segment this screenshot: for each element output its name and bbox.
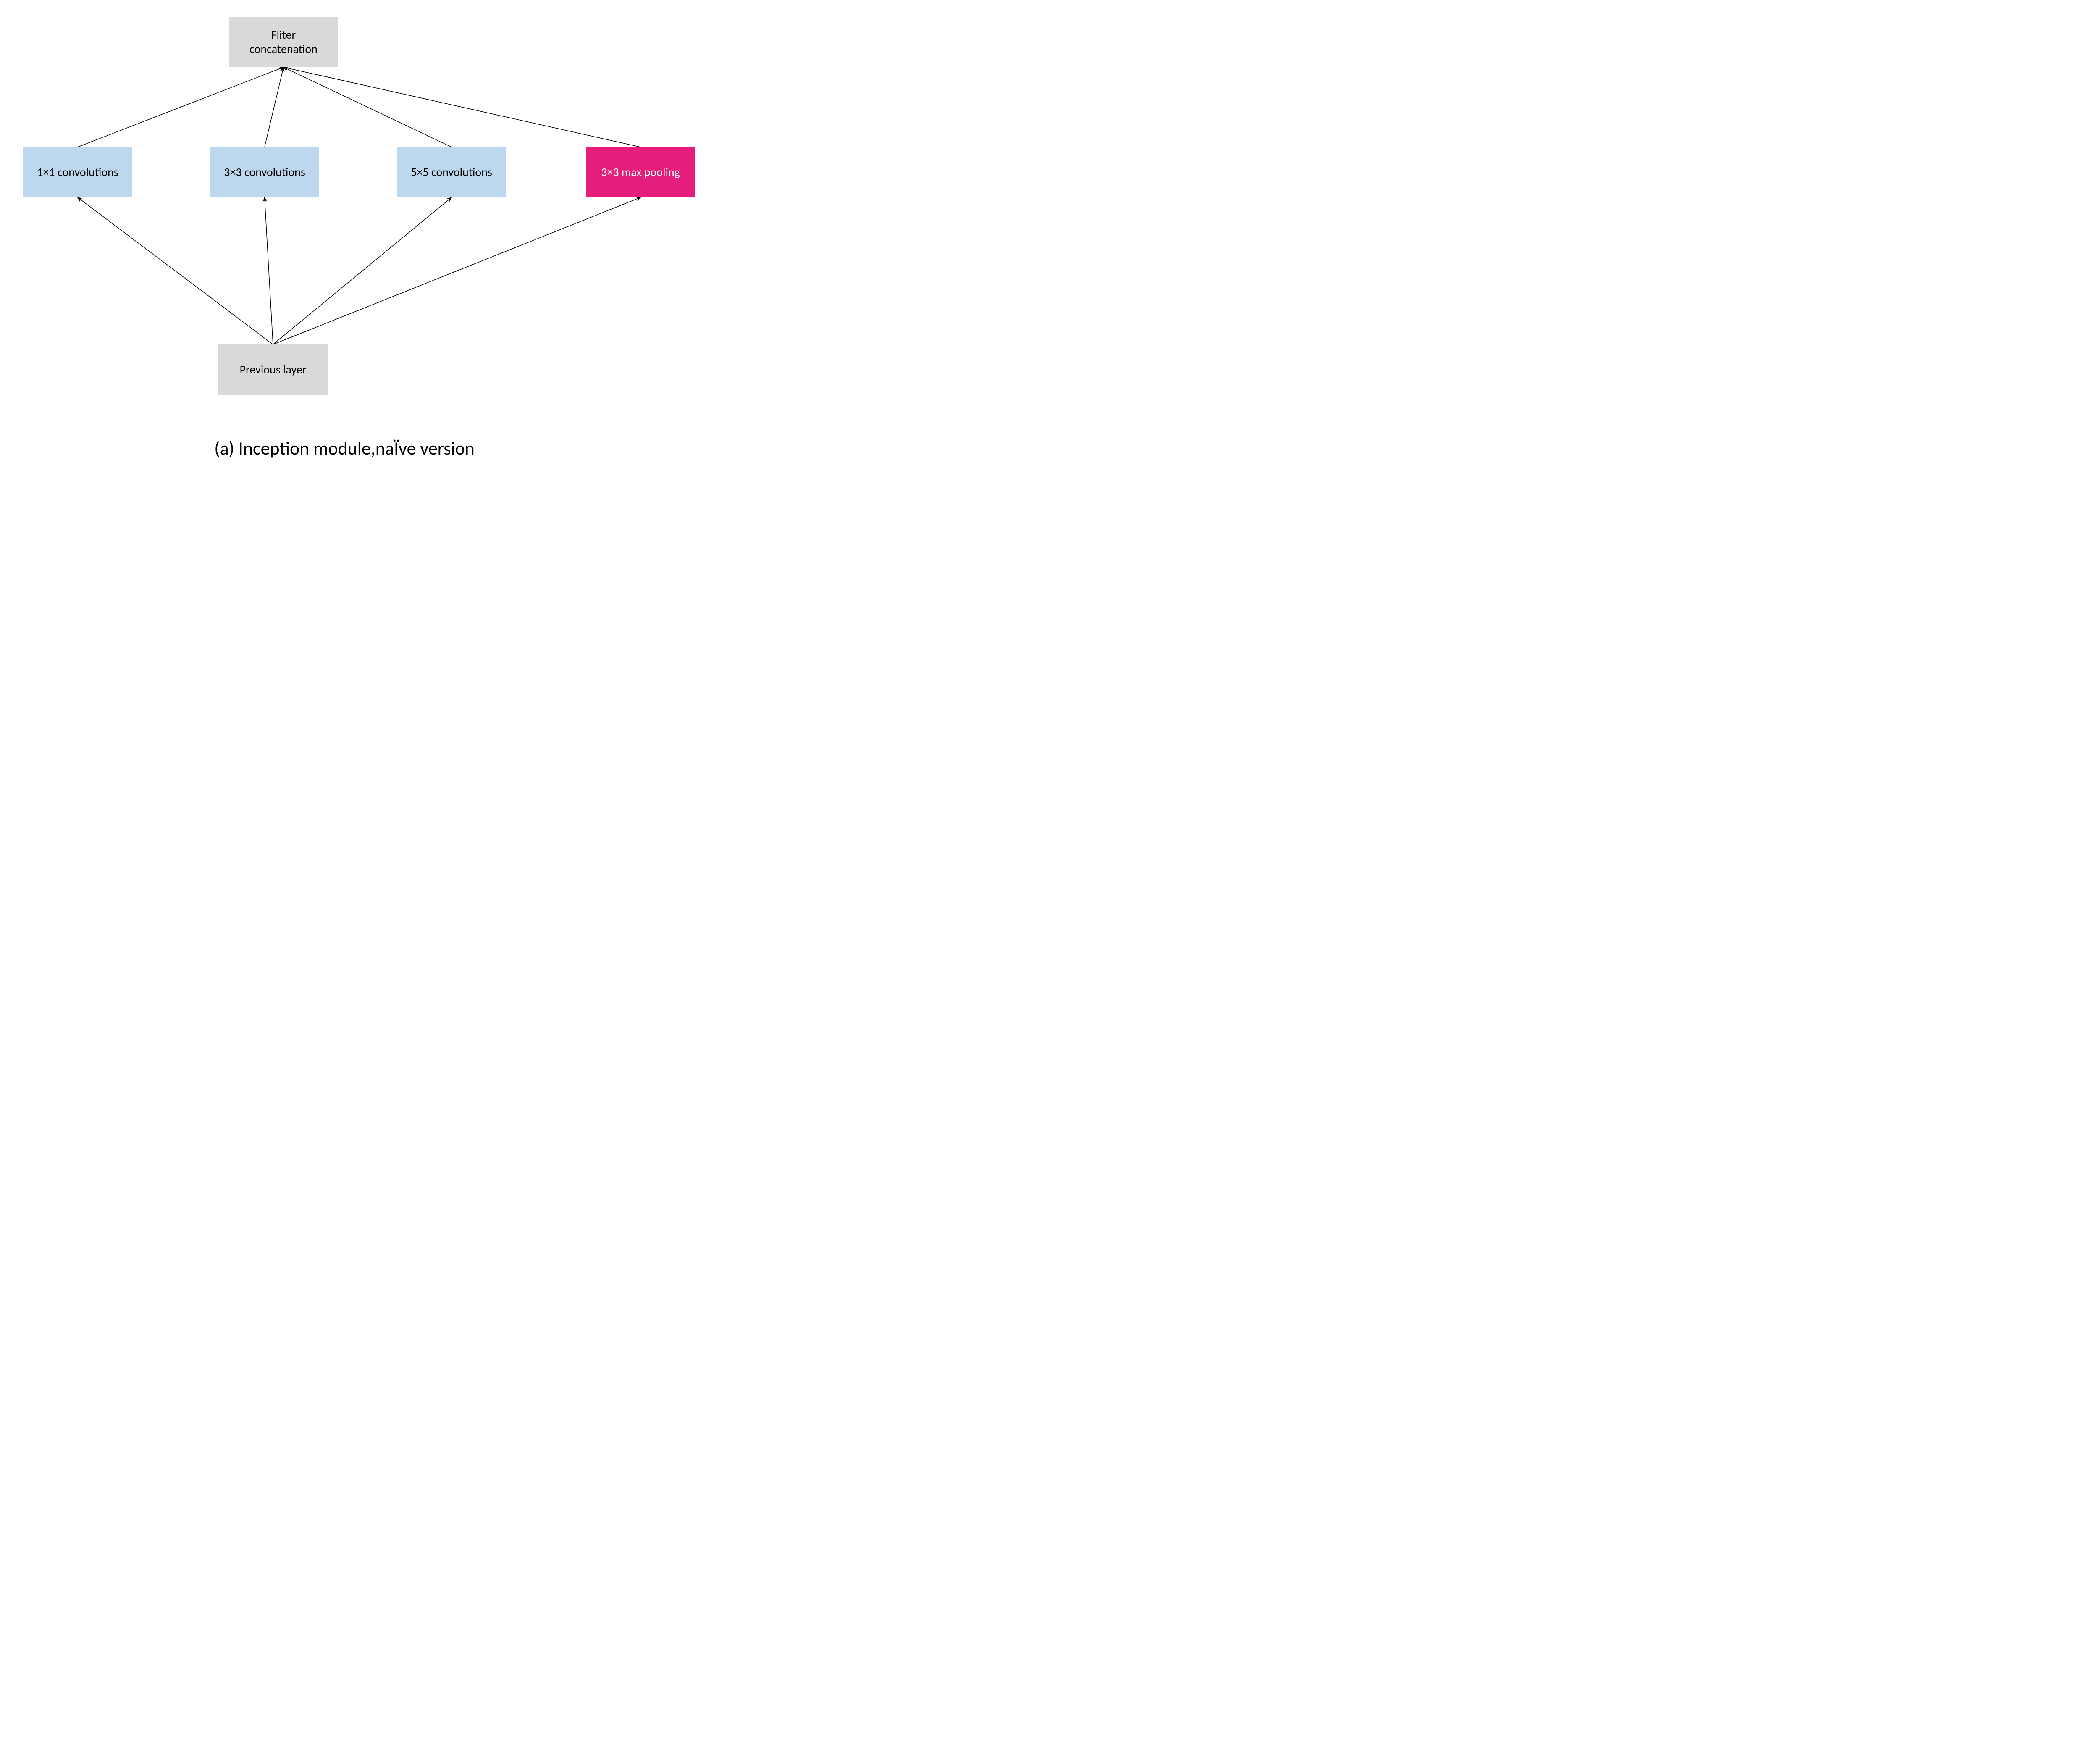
- node-label: 3×3 max pooling: [601, 165, 680, 179]
- node-label: 1×1 convolutions: [37, 165, 118, 179]
- edges-layer: [0, 0, 806, 502]
- node-previous-layer: Previous layer: [218, 344, 328, 395]
- node-filter-concatenation: Fliterconcatenation: [229, 17, 338, 67]
- diagram-caption: (a) Inception module,naÏve version: [155, 437, 533, 460]
- edge-pool-to-top: [284, 67, 640, 147]
- node-label: Fliterconcatenation: [249, 28, 318, 56]
- node-label: 3×3 convolutions: [224, 165, 305, 179]
- node-3x3-convolutions: 3×3 convolutions: [210, 147, 319, 197]
- edge-conv1-to-top: [78, 67, 284, 147]
- diagram-canvas: Fliterconcatenation 1×1 convolutions 3×3…: [0, 0, 806, 502]
- node-5x5-convolutions: 5×5 convolutions: [397, 147, 506, 197]
- edge-conv5-to-top: [284, 67, 452, 147]
- node-label: 5×5 convolutions: [411, 165, 492, 179]
- edge-conv3-to-top: [265, 67, 284, 147]
- edge-prev-to-conv5: [273, 197, 452, 344]
- caption-text: (a) Inception module,naÏve version: [214, 437, 475, 460]
- edge-prev-to-conv3: [265, 197, 273, 344]
- node-label: Previous layer: [240, 363, 307, 377]
- edge-prev-to-conv1: [78, 197, 273, 344]
- node-3x3-max-pooling: 3×3 max pooling: [586, 147, 695, 197]
- node-1x1-convolutions: 1×1 convolutions: [23, 147, 132, 197]
- edge-prev-to-pool: [273, 197, 640, 344]
